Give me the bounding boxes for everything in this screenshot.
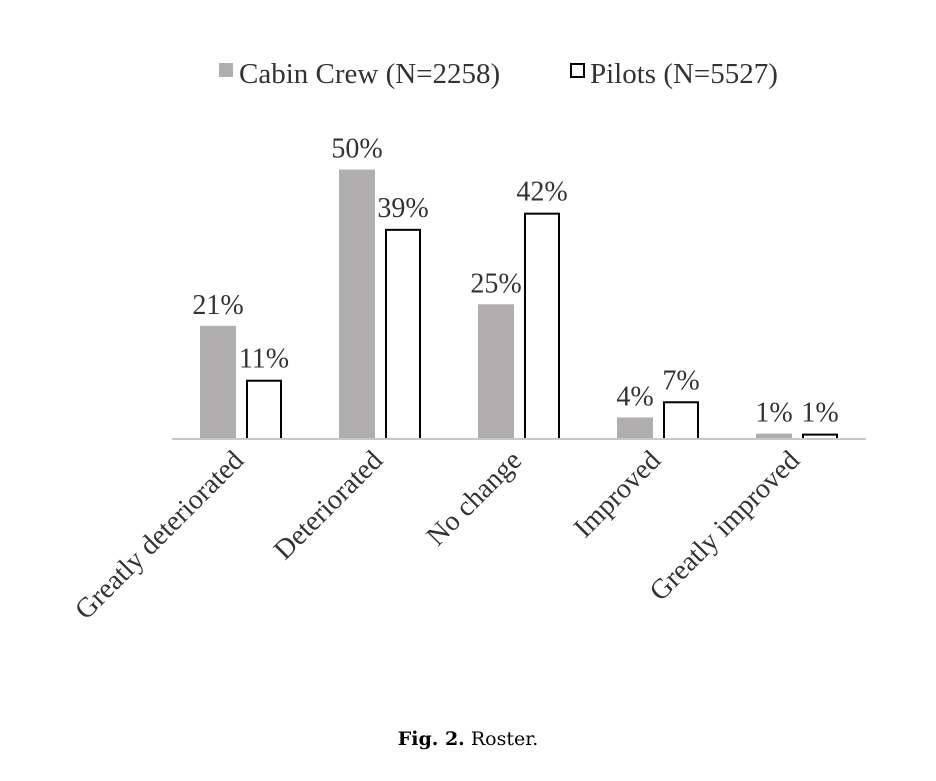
data-label-greatly-deteriorated-pilots: 11% — [239, 344, 289, 375]
figure-caption: Fig. 2. Roster. — [0, 728, 936, 750]
caption-number: Fig. 2. — [397, 728, 465, 750]
legend-swatch-pilots — [570, 63, 585, 78]
bar-chart: Cabin Crew (N=2258) Pilots (N=5527) 21% 11… — [69, 58, 866, 626]
legend-swatch-cabin-crew — [219, 63, 233, 77]
category-labels-group: Greatly deteriorated Deteriorated No chang… — [69, 445, 806, 626]
bar-greatly-deteriorated-cabin-crew — [200, 325, 236, 439]
bar-improved-pilots — [663, 401, 699, 440]
bar-deteriorated-pilots — [385, 228, 421, 440]
legend-label-pilots: Pilots (N=5527) — [590, 58, 778, 90]
category-label-deteriorated: Deteriorated — [268, 445, 389, 566]
data-label-greatly-deteriorated-cabin-crew: 21% — [192, 290, 243, 321]
data-label-improved-cabin-crew: 4% — [616, 381, 653, 412]
data-label-deteriorated-cabin-crew: 50% — [331, 134, 382, 165]
category-label-greatly-improved: Greatly improved — [644, 445, 806, 607]
bar-no-change-pilots — [524, 212, 560, 440]
data-label-no-change-cabin-crew: 25% — [470, 268, 521, 299]
bar-deteriorated-cabin-crew — [339, 169, 375, 440]
data-label-improved-pilots: 7% — [662, 365, 699, 396]
bars-group — [200, 169, 838, 441]
data-label-deteriorated-pilots: 39% — [377, 193, 428, 224]
category-label-no-change: No change — [421, 445, 528, 552]
data-label-no-change-pilots: 42% — [516, 177, 567, 208]
bar-no-change-cabin-crew — [478, 304, 514, 439]
bar-greatly-improved-cabin-crew — [756, 433, 792, 439]
category-label-improved: Improved — [568, 445, 667, 544]
category-label-greatly-deteriorated: Greatly deteriorated — [69, 445, 250, 626]
legend: Cabin Crew (N=2258) Pilots (N=5527) — [219, 58, 778, 90]
data-label-greatly-improved-pilots: 1% — [801, 398, 838, 429]
bar-greatly-deteriorated-pilots — [246, 379, 282, 441]
caption-text: Roster. — [470, 728, 539, 750]
bar-improved-cabin-crew — [617, 417, 653, 439]
data-labels-group: 21% 11% 50% 39% 25% 42% 4% 7% 1% 1% — [192, 134, 838, 429]
data-label-greatly-improved-cabin-crew: 1% — [755, 398, 792, 429]
legend-label-cabin-crew: Cabin Crew (N=2258) — [239, 58, 500, 90]
